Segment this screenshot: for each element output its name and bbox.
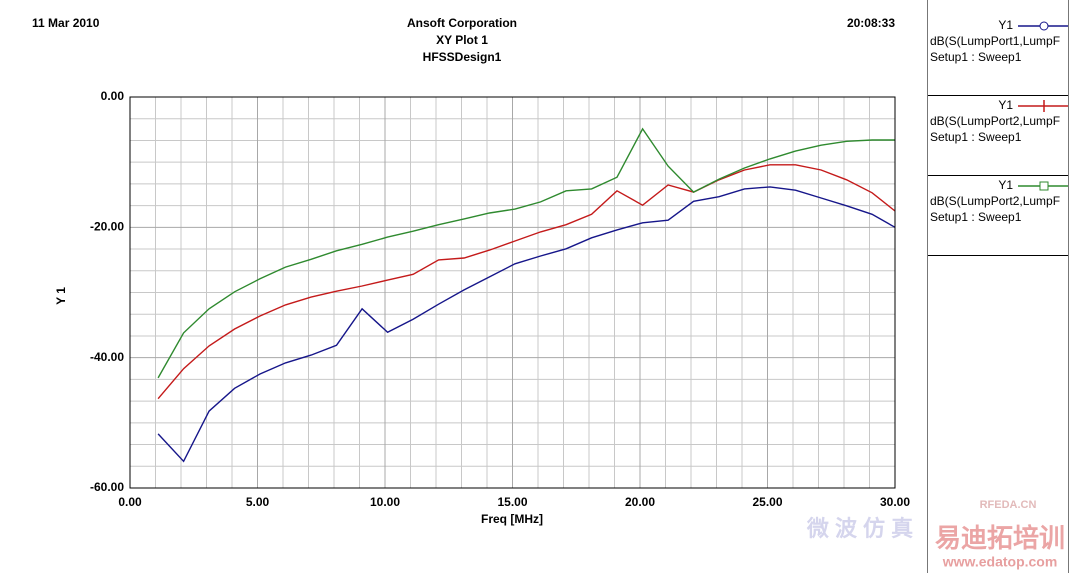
legend-sweep: Setup1 : Sweep1 (930, 130, 1022, 144)
y-tick-label: -20.00 (90, 220, 124, 234)
watermark-text: 微 波 仿 真 (806, 516, 913, 541)
y-tick-label: 0.00 (101, 89, 125, 103)
company: Ansoft Corporation (407, 16, 517, 30)
legend-sweep: Setup1 : Sweep1 (930, 50, 1022, 64)
x-tick-label: 0.00 (118, 495, 142, 509)
chart-title: XY Plot 1 (436, 33, 488, 47)
plot-area (157, 127, 896, 463)
legend-name: dB(S(LumpPort1,LumpF (930, 34, 1060, 48)
x-tick-label: 30.00 (880, 495, 910, 509)
legend: Y1 dB(S(LumpPort1,LumpF Setup1 : Sweep1 Y1 d… (928, 18, 1068, 256)
legend-marker (1039, 181, 1049, 191)
legend-name: dB(S(LumpPort2,LumpF (930, 194, 1060, 208)
x-tick-label: 5.00 (246, 495, 270, 509)
series-line (157, 186, 896, 463)
x-tick-label: 15.00 (497, 495, 527, 509)
time: 20:08:33 (847, 16, 895, 30)
legend-sweep: Setup1 : Sweep1 (930, 210, 1022, 224)
watermark-text: RFEDA.CN (980, 499, 1037, 511)
watermark-text: 易迪拓培训 (935, 523, 1065, 553)
x-tick-label: 25.00 (752, 495, 782, 509)
legend-trace: Y1 (998, 18, 1013, 32)
grid (129, 96, 896, 489)
legend-trace: Y1 (998, 98, 1013, 112)
plot-border (129, 96, 896, 489)
x-tick-label: 20.00 (625, 495, 655, 509)
legend-marker (1039, 21, 1049, 31)
series-line (157, 164, 896, 400)
x-axis-label: Freq [MHz] (481, 512, 543, 526)
y-axis-label: Y 1 (54, 287, 68, 305)
legend-name: dB(S(LumpPort2,LumpF (930, 114, 1060, 128)
y-tick-label: -40.00 (90, 350, 124, 364)
design-name: HFSSDesign1 (423, 50, 502, 64)
y-tick-label: -60.00 (90, 480, 124, 494)
x-tick-label: 10.00 (370, 495, 400, 509)
watermark-text: www.edatop.com (942, 554, 1058, 570)
watermark: RFEDA.CN 微 波 仿 真易迪拓培训www.edatop.com (806, 499, 1065, 570)
legend-trace: Y1 (998, 178, 1013, 192)
series-line (157, 127, 895, 379)
date: 11 Mar 2010 (32, 16, 100, 30)
